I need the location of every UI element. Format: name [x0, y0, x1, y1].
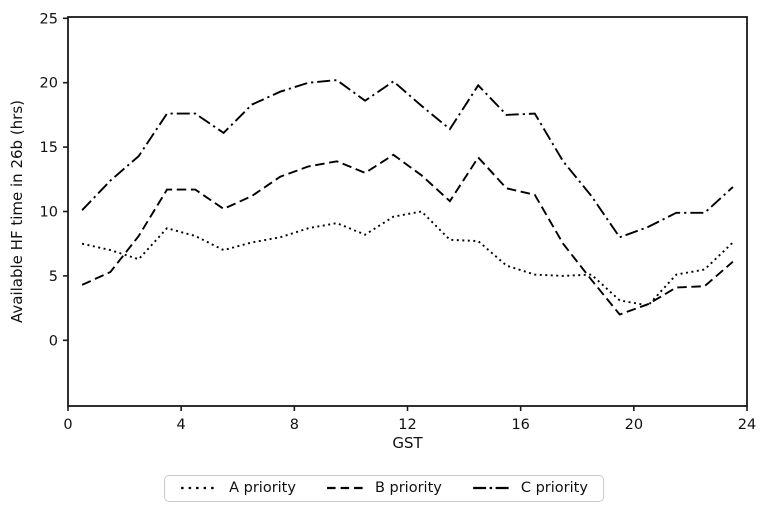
legend-item-c-priority: C priority [472, 481, 588, 496]
y-tick-label: 20 [40, 76, 58, 92]
legend: A priority B priority C priority [164, 475, 604, 502]
x-tick-label: 0 [63, 417, 72, 433]
legend-label-a-priority: A priority [229, 480, 296, 496]
x-tick-label: 20 [625, 417, 643, 433]
y-tick-label: 0 [49, 333, 58, 349]
y-tick-label: 25 [40, 11, 58, 27]
dashdot-line-sample-icon [472, 487, 509, 490]
axes-frame [67, 16, 748, 407]
y-tick-label: 15 [40, 140, 58, 156]
legend-label-b-priority: B priority [374, 480, 442, 496]
series-line-b-priority [81, 153, 734, 316]
legend-item-a-priority: A priority [180, 481, 296, 496]
x-tick-label: 12 [398, 417, 416, 433]
x-tick-label: 16 [511, 417, 529, 433]
x-tick-label: 4 [177, 417, 186, 433]
legend-label-c-priority: C priority [520, 480, 588, 496]
y-tick-label: 10 [40, 205, 58, 221]
x-tick-label: 24 [738, 417, 756, 433]
y-tick-label: 5 [49, 269, 58, 285]
x-axis-label: GST [392, 434, 423, 452]
dotted-line-sample-icon [181, 487, 218, 490]
series-line-a-priority [81, 210, 734, 307]
x-tick-label: 8 [290, 417, 299, 433]
dashed-line-sample-icon [326, 487, 363, 490]
series-line-c-priority [81, 79, 734, 239]
legend-item-b-priority: B priority [326, 481, 442, 496]
y-axis-label: Available HF time in 26b (hrs) [8, 100, 26, 323]
